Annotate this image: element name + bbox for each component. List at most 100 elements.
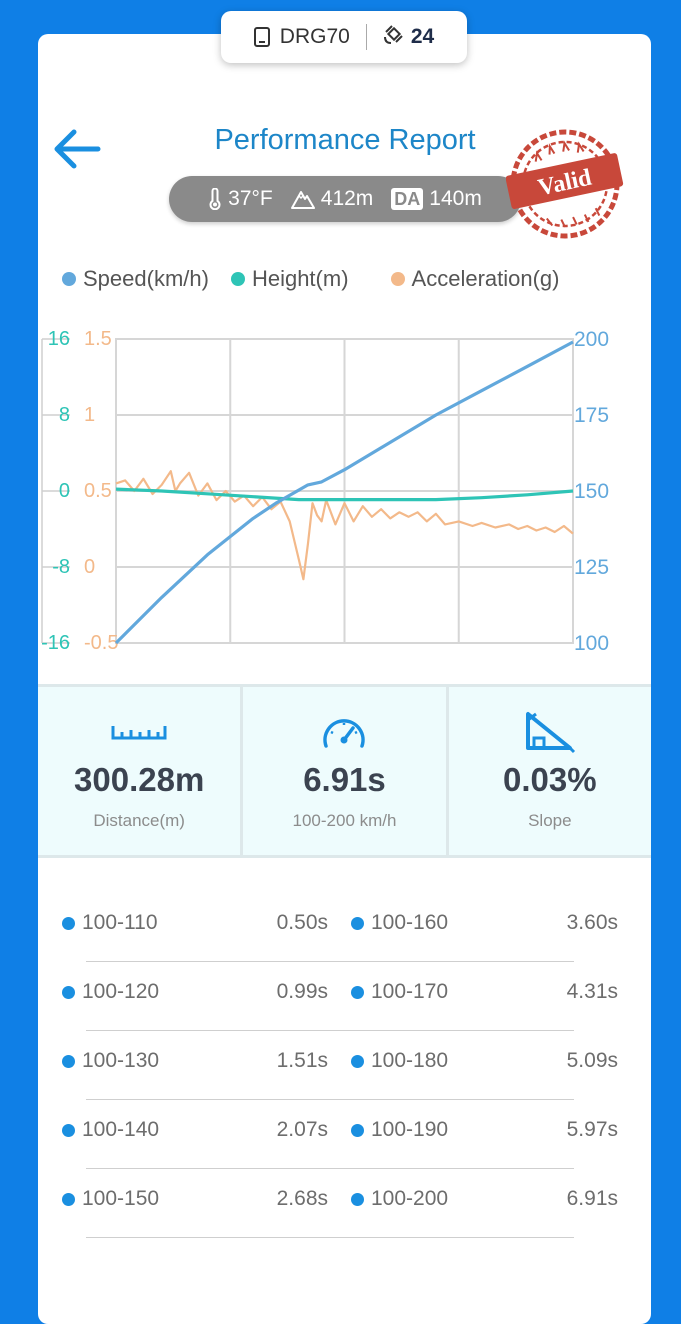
split-times-list: 100-110 0.50s 100-160 3.60s 100-120 0.99… [60, 893, 620, 1238]
accel-tick-label: 1 [84, 404, 95, 426]
device-name: DRG70 [279, 25, 350, 48]
bullet-dot [351, 1054, 364, 1068]
legend-height-label: Height(m) [251, 266, 349, 291]
split-row: 100-140 2.07s 100-190 5.97s [60, 1100, 620, 1169]
split-row: 100-120 0.99s 100-170 4.31s [60, 962, 620, 1031]
speedometer-icon [243, 707, 445, 757]
split-time: 5.09s [566, 1049, 618, 1072]
chart-tick-labels: 16 1.5 200 8 1 175 0 0.5 150 -8 0 125 -16 -0.5 100 [41, 328, 609, 655]
report-card [38, 34, 651, 1324]
bullet-dot [351, 1192, 364, 1206]
distance-value: 300.28m [74, 761, 205, 798]
device-status-pill[interactable]: DRG70 24 [221, 11, 467, 63]
satellite-icon [383, 23, 405, 51]
density-altitude-value: 140m [429, 187, 482, 210]
bullet-dot [62, 916, 75, 930]
split-time: 3.60s [566, 911, 618, 934]
device-icon [253, 27, 270, 47]
speed-tick-label: 175 [574, 404, 609, 427]
accel-tick-label: 0.5 [84, 480, 112, 502]
chart-legend: Speed(km/h) Height(m) Acceleration(g) [60, 266, 620, 292]
split-time: 0.50s [276, 911, 328, 934]
split-time: 1.51s [276, 1049, 328, 1072]
stat-distance: 300.28m Distance(m) [38, 687, 244, 855]
legend-dot-speed [62, 272, 76, 286]
row-divider [86, 1237, 574, 1238]
split-range: 100-200 [371, 1187, 449, 1210]
split-range: 100-120 [82, 980, 160, 1003]
split-time: 0.99s [276, 980, 328, 1003]
split-row: 100-130 1.51s 100-180 5.09s [60, 1031, 620, 1100]
time-label: 100-200 km/h [292, 811, 397, 830]
conditions-pill: 37°F 412m DA 140m [169, 176, 521, 222]
distance-label: Distance(m) [93, 811, 185, 830]
chart-series [114, 340, 574, 645]
legend-speed[interactable]: Speed(km/h) [62, 266, 209, 292]
split-range: 100-170 [371, 980, 449, 1003]
split-range: 100-110 [82, 911, 158, 934]
bullet-dot [62, 1192, 75, 1206]
bullet-dot [62, 1054, 75, 1068]
performance-chart: 16 1.5 200 8 1 175 0 0.5 150 -8 0 125 -16 -0.5 100 [41, 328, 609, 655]
split-range: 100-180 [371, 1049, 449, 1072]
row-divider [86, 1030, 574, 1031]
legend-dot-acceleration [390, 272, 405, 286]
split-row: 100-110 0.50s 100-160 3.60s [60, 893, 620, 962]
stat-time: 6.91s 100-200 km/h [243, 687, 449, 855]
slope-label: Slope [528, 811, 572, 830]
thermometer-icon [208, 188, 222, 210]
acceleration-line [115, 470, 574, 581]
bullet-dot [351, 916, 364, 930]
legend-dot-height [230, 272, 245, 286]
mountain-icon [290, 189, 315, 209]
slope-value: 0.03% [503, 761, 597, 798]
divider [365, 24, 367, 50]
height-tick-label: -8 [52, 556, 70, 578]
speed-tick-label: 200 [574, 328, 609, 351]
accel-tick-label: 1.5 [84, 328, 112, 350]
row-divider [86, 1099, 574, 1100]
height-line [115, 487, 574, 502]
valid-stamp: Valid [506, 129, 624, 239]
legend-speed-label: Speed(km/h) [83, 266, 209, 291]
height-tick-label: -16 [41, 632, 70, 654]
density-altitude-badge: DA [391, 188, 424, 210]
satellite-count: 24 [410, 25, 435, 48]
altitude-value: 412m [320, 187, 374, 210]
legend-acceleration-label: Acceleration(g) [411, 266, 560, 291]
row-divider [86, 961, 574, 962]
height-tick-label: 8 [59, 404, 70, 426]
split-row: 100-150 2.68s 100-200 6.91s [60, 1169, 620, 1238]
speed-tick-label: 125 [574, 556, 609, 579]
split-range: 100-160 [371, 911, 449, 934]
page-title: Performance Report [214, 124, 476, 156]
temperature-value: 37°F [228, 187, 273, 210]
split-time: 5.97s [566, 1118, 618, 1141]
split-time: 2.07s [276, 1118, 328, 1141]
split-range: 100-140 [82, 1118, 160, 1141]
back-arrow-icon[interactable] [52, 128, 102, 170]
accel-tick-label: 0 [84, 556, 95, 578]
legend-height[interactable]: Height(m) [230, 266, 349, 292]
speed-tick-label: 100 [574, 632, 609, 655]
height-tick-label: 0 [59, 480, 70, 502]
bullet-dot [62, 1123, 75, 1137]
split-time: 4.31s [566, 980, 618, 1003]
stat-slope: 0.03% Slope [449, 687, 651, 855]
time-value: 6.91s [303, 761, 386, 798]
bullet-dot [351, 985, 364, 999]
slope-icon [449, 707, 651, 757]
bullet-dot [62, 985, 75, 999]
stats-panel: 300.28m Distance(m) 6.91s 100-200 km/h 0… [38, 684, 651, 858]
split-range: 100-190 [371, 1118, 449, 1141]
height-tick-label: 16 [48, 328, 70, 350]
row-divider [86, 1168, 574, 1169]
speed-tick-label: 150 [574, 480, 609, 503]
split-time: 2.68s [276, 1187, 328, 1210]
legend-acceleration[interactable]: Acceleration(g) [390, 266, 560, 292]
accel-tick-label: -0.5 [84, 632, 118, 654]
bullet-dot [351, 1123, 364, 1137]
speed-line [114, 340, 574, 645]
split-time: 6.91s [566, 1187, 618, 1210]
split-range: 100-150 [82, 1187, 160, 1210]
